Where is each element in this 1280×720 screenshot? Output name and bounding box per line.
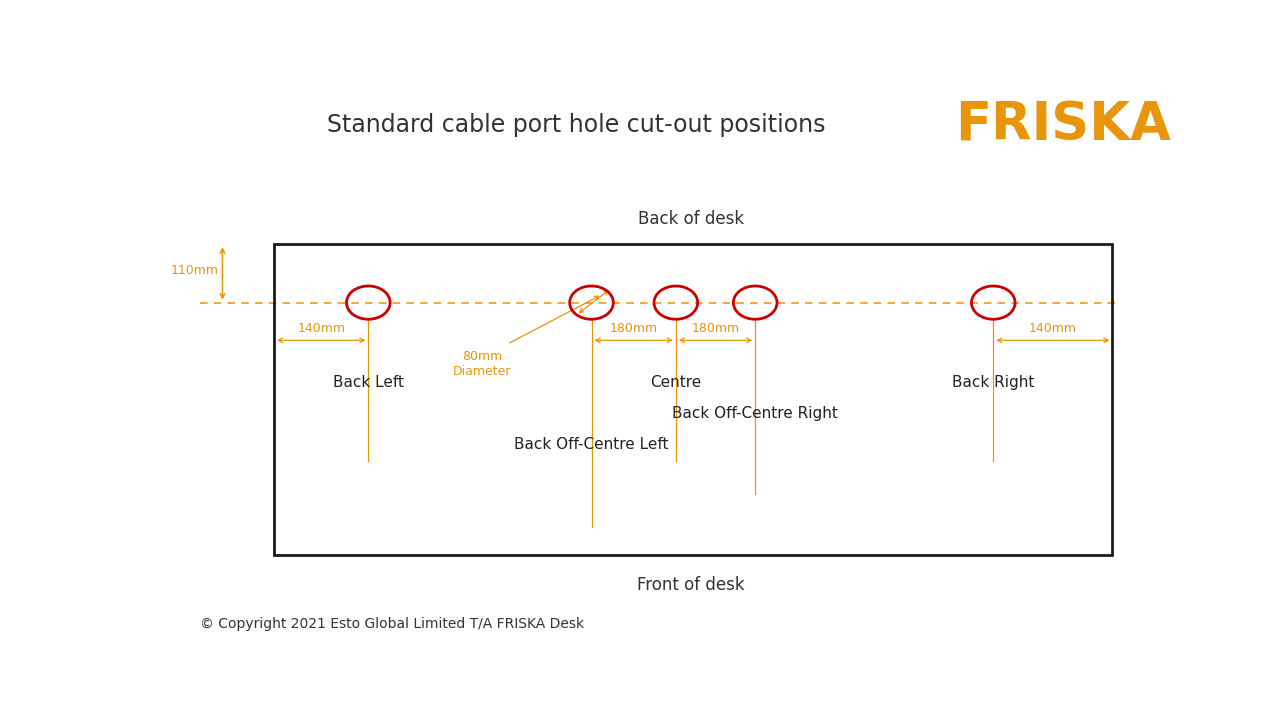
Text: 180mm: 180mm (609, 322, 658, 335)
Text: Back Left: Back Left (333, 375, 403, 390)
Text: Back Right: Back Right (952, 375, 1034, 390)
Text: Back Off-Centre Left: Back Off-Centre Left (515, 437, 668, 452)
Text: 140mm: 140mm (297, 322, 346, 335)
Text: 140mm: 140mm (1029, 322, 1076, 335)
Text: Front of desk: Front of desk (637, 576, 745, 595)
Text: Centre: Centre (650, 375, 701, 390)
Text: 110mm: 110mm (170, 264, 219, 277)
Text: 180mm: 180mm (691, 322, 740, 335)
Text: Standard cable port hole cut-out positions: Standard cable port hole cut-out positio… (328, 113, 826, 138)
Text: Back of desk: Back of desk (637, 210, 744, 228)
Text: © Copyright 2021 Esto Global Limited T/A FRISKA Desk: © Copyright 2021 Esto Global Limited T/A… (200, 617, 584, 631)
Text: 80mm
Diameter: 80mm Diameter (453, 350, 512, 378)
Text: Back Off-Centre Right: Back Off-Centre Right (672, 406, 838, 421)
Text: FRISKA: FRISKA (955, 99, 1171, 151)
Bar (274, 244, 1112, 555)
